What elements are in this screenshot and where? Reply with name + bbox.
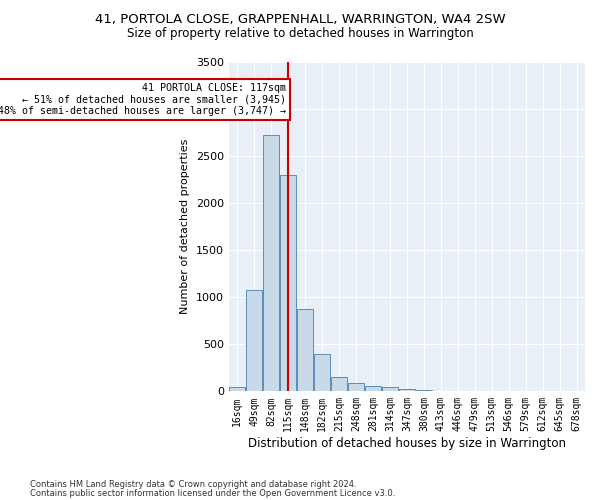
Text: Size of property relative to detached houses in Warrington: Size of property relative to detached ho…: [127, 28, 473, 40]
Bar: [382, 387, 398, 392]
Text: Contains HM Land Registry data © Crown copyright and database right 2024.: Contains HM Land Registry data © Crown c…: [30, 480, 356, 489]
Text: 41, PORTOLA CLOSE, GRAPPENHALL, WARRINGTON, WA4 2SW: 41, PORTOLA CLOSE, GRAPPENHALL, WARRINGT…: [95, 12, 505, 26]
Bar: [331, 376, 347, 392]
Bar: [280, 174, 296, 392]
Y-axis label: Number of detached properties: Number of detached properties: [180, 138, 190, 314]
Text: Contains public sector information licensed under the Open Government Licence v3: Contains public sector information licen…: [30, 490, 395, 498]
Bar: [229, 386, 245, 392]
Bar: [416, 390, 432, 392]
Bar: [365, 386, 381, 392]
Text: 41 PORTOLA CLOSE: 117sqm
← 51% of detached houses are smaller (3,945)
48% of sem: 41 PORTOLA CLOSE: 117sqm ← 51% of detach…: [0, 83, 286, 116]
Bar: [297, 310, 313, 392]
Bar: [263, 135, 279, 392]
Bar: [246, 290, 262, 392]
Bar: [314, 354, 330, 392]
Bar: [399, 388, 415, 392]
Bar: [348, 383, 364, 392]
X-axis label: Distribution of detached houses by size in Warrington: Distribution of detached houses by size …: [248, 437, 566, 450]
